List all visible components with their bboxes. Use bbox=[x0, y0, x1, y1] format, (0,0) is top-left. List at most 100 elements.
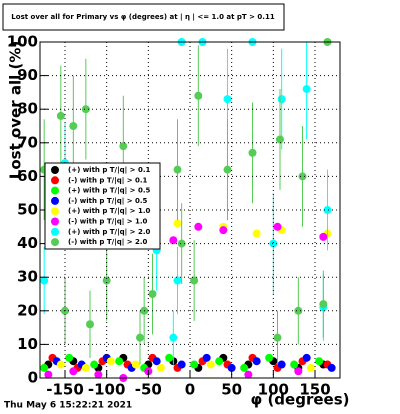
legend-marker bbox=[51, 238, 59, 247]
point bbox=[273, 222, 282, 231]
legend-box bbox=[44, 162, 161, 250]
y-tick-label: 60 bbox=[17, 167, 38, 185]
point bbox=[327, 363, 336, 372]
point bbox=[223, 95, 232, 104]
point bbox=[290, 360, 299, 369]
point bbox=[302, 85, 311, 94]
legend-label: (+) with p T/|q| > 1.0 bbox=[68, 207, 151, 216]
x-tick-label: 150 bbox=[299, 381, 330, 399]
y-axis-label: Lost over all (%) bbox=[7, 41, 25, 179]
point bbox=[65, 353, 74, 362]
point bbox=[276, 135, 284, 144]
point bbox=[248, 148, 257, 157]
y-tick-label: 100 bbox=[7, 33, 38, 51]
point bbox=[190, 276, 199, 285]
point bbox=[277, 95, 286, 104]
title-box bbox=[2, 3, 285, 31]
x-axis-label: φ (degrees) bbox=[251, 391, 350, 409]
legend-label: (-) with p T/|q| > 2.0 bbox=[68, 238, 148, 247]
legend-label: (-) with p T/|q| > 0.1 bbox=[68, 176, 148, 185]
point bbox=[323, 206, 332, 214]
point bbox=[119, 142, 128, 151]
legend-label: (-) with p T/|q| > 1.0 bbox=[68, 218, 148, 227]
point bbox=[194, 91, 203, 100]
point bbox=[131, 360, 140, 369]
point bbox=[319, 232, 328, 241]
point bbox=[177, 360, 186, 369]
legend-label: (+) with p T/|q| > 2.0 bbox=[68, 228, 151, 237]
point bbox=[306, 363, 315, 372]
x-tick-label: -100 bbox=[88, 381, 126, 399]
point bbox=[219, 226, 228, 235]
y-tick-label: 0 bbox=[28, 369, 38, 387]
point bbox=[40, 276, 49, 285]
point bbox=[69, 367, 78, 376]
y-tick-label: 20 bbox=[17, 301, 38, 319]
x-tick-label: -150 bbox=[46, 381, 84, 399]
legend-label: (+) with p T/|q| > 0.5 bbox=[68, 187, 151, 196]
legend-marker bbox=[51, 186, 59, 195]
point bbox=[302, 353, 311, 362]
x-tick-label: 0 bbox=[185, 381, 195, 399]
point bbox=[215, 357, 224, 366]
point bbox=[277, 360, 286, 369]
legend-label: (-) with p T/|q| > 0.5 bbox=[68, 197, 148, 206]
point bbox=[173, 219, 182, 228]
frame bbox=[39, 41, 341, 379]
point bbox=[40, 363, 49, 372]
point bbox=[190, 360, 199, 369]
legend-marker bbox=[51, 176, 59, 185]
point bbox=[81, 363, 90, 372]
legend-marker bbox=[51, 196, 59, 205]
footer: Thu May 6 15:22:21 2021 bbox=[4, 401, 132, 411]
x-tick-label: 50 bbox=[221, 381, 242, 399]
point bbox=[244, 370, 253, 379]
point bbox=[169, 333, 178, 342]
point bbox=[102, 276, 111, 285]
y-tick-label: 50 bbox=[17, 201, 38, 219]
point bbox=[69, 122, 78, 130]
point bbox=[90, 360, 99, 369]
y-tick-label: 30 bbox=[17, 268, 38, 286]
point bbox=[315, 357, 324, 366]
marks bbox=[40, 38, 336, 382]
point bbox=[240, 363, 249, 372]
legend-marker bbox=[51, 207, 59, 216]
y-tick-label: 40 bbox=[17, 234, 38, 252]
point bbox=[173, 276, 182, 285]
point bbox=[148, 290, 157, 298]
point bbox=[177, 239, 186, 248]
point bbox=[165, 353, 174, 362]
point bbox=[265, 353, 274, 362]
point bbox=[202, 353, 211, 362]
point bbox=[152, 357, 161, 366]
y-tick-label: 70 bbox=[17, 133, 38, 151]
point bbox=[223, 165, 232, 174]
point bbox=[86, 320, 94, 329]
y-tick-label: 90 bbox=[17, 66, 38, 84]
point bbox=[206, 360, 215, 369]
point bbox=[227, 363, 236, 372]
y-tick-label: 80 bbox=[17, 100, 38, 118]
point bbox=[106, 357, 115, 366]
point bbox=[156, 363, 165, 372]
x-tick-label: 100 bbox=[258, 381, 289, 399]
point bbox=[81, 105, 90, 114]
point bbox=[44, 370, 53, 379]
point bbox=[94, 370, 103, 379]
point bbox=[115, 357, 124, 366]
point bbox=[56, 111, 65, 120]
point bbox=[169, 236, 178, 245]
point bbox=[294, 306, 303, 315]
point bbox=[173, 165, 182, 174]
chart-title: Lost over all for Primary vs φ (degrees)… bbox=[11, 13, 275, 22]
point bbox=[273, 333, 282, 342]
legend: (+) with p T/|q| > 0.1(-) with p T/|q| >… bbox=[44, 162, 161, 250]
legend-marker bbox=[51, 217, 59, 226]
point bbox=[56, 360, 65, 369]
point bbox=[298, 172, 307, 181]
legend-marker bbox=[51, 166, 59, 174]
y-tick-label: 10 bbox=[17, 335, 38, 353]
